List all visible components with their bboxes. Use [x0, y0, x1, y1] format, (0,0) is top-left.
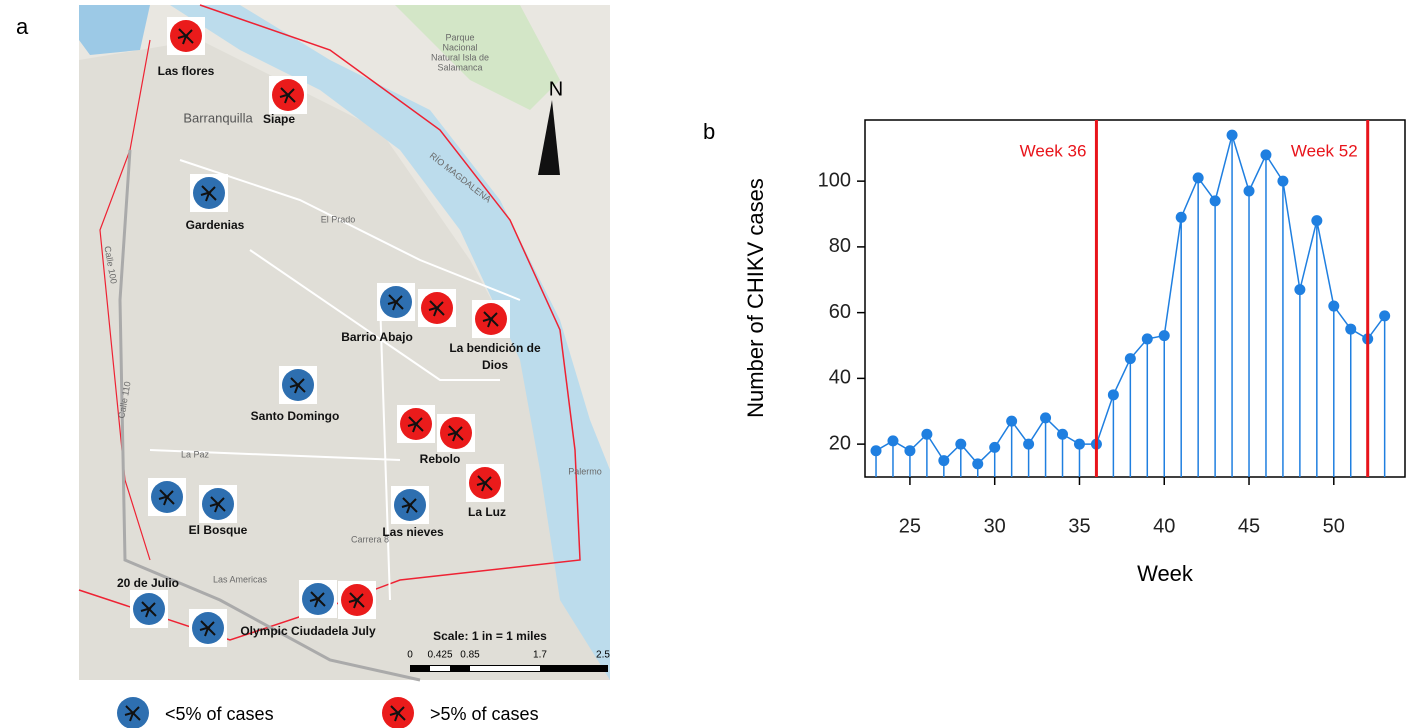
place-label: Dios: [482, 358, 508, 372]
place-label: Barrio Abajo: [341, 330, 413, 344]
point: [1311, 215, 1322, 226]
place-label: Rebolo: [420, 452, 461, 466]
point: [1006, 416, 1017, 427]
y-tick-label: 100: [818, 169, 851, 191]
scale-tick: 0.85: [460, 650, 480, 661]
place-label: El Bosque: [189, 523, 248, 537]
point: [1345, 324, 1356, 335]
point: [1210, 195, 1221, 206]
point: [904, 445, 915, 456]
north-label: N: [549, 78, 563, 100]
point: [1193, 172, 1204, 183]
point: [1294, 284, 1305, 295]
place-label: Las nieves: [382, 525, 444, 539]
point: [938, 455, 949, 466]
map-note: Parque: [445, 32, 474, 42]
x-tick-label: 40: [1153, 515, 1175, 537]
map-note: Natural Isla de: [431, 52, 489, 62]
map-note: Salamanca: [437, 62, 482, 72]
point: [1142, 333, 1153, 344]
reference-label: Week 36: [1020, 141, 1087, 160]
place-label: La Luz: [468, 505, 506, 519]
point: [989, 442, 1000, 453]
x-tick-label: 50: [1323, 515, 1345, 537]
x-axis-label: Week: [1137, 561, 1194, 586]
bay: [79, 5, 150, 55]
city-label: Barranquilla: [183, 110, 253, 125]
map: N Parque Nacional Natural Isla de Salama…: [79, 5, 610, 680]
point: [955, 439, 966, 450]
point: [1108, 389, 1119, 400]
x-tick-label: 25: [899, 515, 921, 537]
y-tick-label: 40: [829, 367, 851, 389]
point: [1277, 176, 1288, 187]
point: [871, 445, 882, 456]
scale-title: Scale: 1 in = 1 miles: [433, 629, 547, 643]
map-note: Palermo: [568, 466, 602, 476]
legend-label: >5% of cases: [430, 704, 539, 724]
figure: a N Parque Nacional Natural Isla de Sala…: [0, 0, 1409, 728]
point: [1176, 212, 1187, 223]
point: [1227, 130, 1238, 141]
point: [921, 429, 932, 440]
point: [1159, 330, 1170, 341]
x-tick-label: 30: [984, 515, 1006, 537]
point: [1074, 439, 1085, 450]
panel-label: b: [703, 119, 715, 144]
x-tick-label: 35: [1068, 515, 1090, 537]
point: [1023, 439, 1034, 450]
map-note: Las Americas: [213, 574, 268, 584]
x-tick-label: 45: [1238, 515, 1260, 537]
place-label: Olympic Ciudadela July: [240, 624, 376, 638]
y-tick-label: 20: [829, 432, 851, 454]
map-note: Nacional: [442, 42, 477, 52]
scale-bar: [470, 666, 540, 671]
place-label: Gardenias: [186, 218, 245, 232]
panel-label: a: [16, 14, 29, 39]
point: [887, 435, 898, 446]
y-tick-label: 60: [829, 301, 851, 323]
point: [1328, 301, 1339, 312]
plot-frame: [865, 120, 1405, 477]
point: [1125, 353, 1136, 364]
point: [1244, 186, 1255, 197]
y-axis-label: Number of CHIKV cases: [743, 178, 768, 418]
legend-label: <5% of cases: [165, 704, 274, 724]
map-note: La Paz: [181, 449, 210, 459]
scale-tick: 0.425: [427, 650, 452, 661]
place-label: Santo Domingo: [251, 409, 340, 423]
point: [1379, 310, 1390, 321]
place-label: Las flores: [158, 64, 215, 78]
y-tick-label: 80: [829, 235, 851, 257]
point: [1260, 149, 1271, 160]
map-note: El Prado: [321, 214, 356, 224]
place-label: 20 de Julio: [117, 576, 179, 590]
place-label: Siape: [263, 112, 295, 126]
scale-tick: 0: [407, 650, 413, 661]
point: [1040, 412, 1051, 423]
point: [1057, 429, 1068, 440]
scale-tick: 2.5: [596, 650, 610, 661]
reference-label: Week 52: [1291, 141, 1358, 160]
place-label: La bendición de: [449, 341, 541, 355]
point: [972, 458, 983, 469]
scale-tick: 1.7: [533, 650, 547, 661]
scale-bar: [430, 666, 450, 671]
